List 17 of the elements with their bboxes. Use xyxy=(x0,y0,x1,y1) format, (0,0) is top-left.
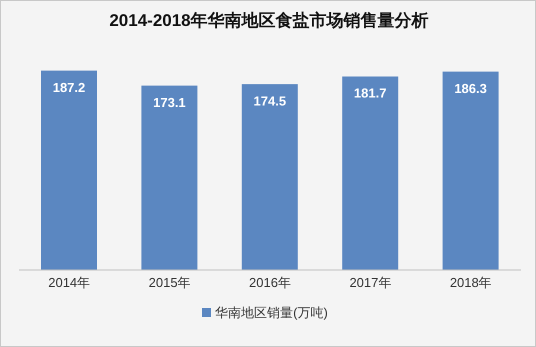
data-label: 187.2 xyxy=(52,80,86,95)
bar xyxy=(442,72,499,270)
x-tick-label: 2018年 xyxy=(450,275,492,290)
bar xyxy=(342,76,398,270)
legend-label: 华南地区销量(万吨) xyxy=(215,305,328,320)
data-label: 173.1 xyxy=(153,94,186,110)
bar xyxy=(242,84,298,270)
x-tick-label: 2014年 xyxy=(48,275,90,290)
bar xyxy=(41,70,97,270)
data-label: 174.5 xyxy=(254,93,286,108)
bar xyxy=(141,86,198,270)
x-tick-label: 2016年 xyxy=(249,275,291,290)
x-tick-label: 2015年 xyxy=(148,275,191,290)
chart-title: 2014-2018年华南地区食盐市场销售量分析 xyxy=(108,10,430,32)
data-label: 186.3 xyxy=(454,80,487,96)
x-tick-label: 2017年 xyxy=(349,275,392,290)
data-label: 181.7 xyxy=(354,86,386,101)
